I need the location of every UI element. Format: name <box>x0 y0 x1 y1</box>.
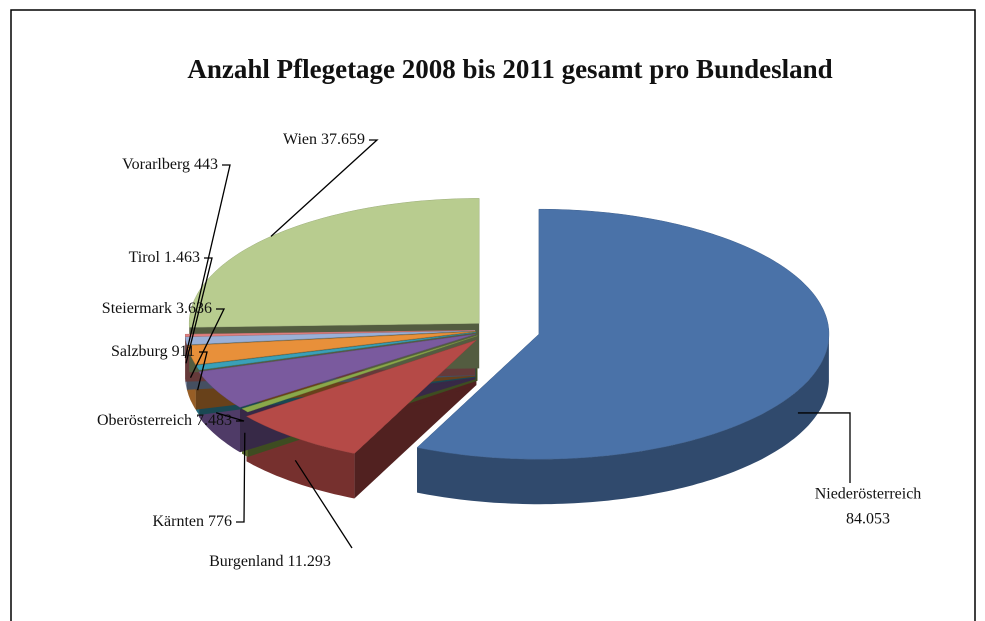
data-label-name: Tirol <box>129 249 161 266</box>
data-label: Wien 37.659 <box>283 131 365 148</box>
data-label: Burgenland 11.293 <box>209 553 331 570</box>
data-label-value: 7.483 <box>196 412 232 429</box>
data-label-value: 84.053 <box>846 511 890 528</box>
leader-line <box>797 412 851 483</box>
leader-line <box>236 432 246 523</box>
leader-line <box>189 308 226 378</box>
data-label-value: 911 <box>172 343 195 360</box>
leader-line <box>294 459 353 549</box>
data-label: Kärnten 776 <box>152 513 232 530</box>
leader-line <box>270 139 379 237</box>
slice <box>245 339 477 454</box>
slice <box>184 330 476 337</box>
data-label: Tirol 1.463 <box>129 249 200 266</box>
leader-line <box>196 351 208 391</box>
data-label: Steiermark 3.636 <box>102 300 212 317</box>
leader-line <box>215 412 245 422</box>
data-label-name: Salzburg <box>111 343 168 360</box>
data-label-name: Wien <box>283 131 317 148</box>
data-label: Oberösterreich 7.483 <box>97 412 232 429</box>
data-label-value: 3.636 <box>176 300 212 317</box>
slice <box>185 330 476 345</box>
slice-wall <box>417 334 829 505</box>
slice <box>195 332 476 371</box>
data-label-name: Vorarlberg <box>122 156 190 173</box>
data-label-value: 776 <box>208 513 232 530</box>
frame <box>10 9 976 621</box>
slice <box>416 208 830 460</box>
data-label-name: Kärnten <box>152 513 204 530</box>
data-label: Salzburg 911 <box>111 343 195 360</box>
data-label-name: Steiermark <box>102 300 172 317</box>
data-label-name: Oberösterreich <box>97 412 192 429</box>
data-label-value: 443 <box>194 156 218 173</box>
data-label-value: 1.463 <box>164 249 200 266</box>
leader-line <box>184 164 231 359</box>
chart-title: Anzahl Pflegetage 2008 bis 2011 gesamt p… <box>187 54 832 84</box>
data-label-name: Burgenland <box>209 553 283 570</box>
data-label-name: Niederösterreich <box>815 486 922 503</box>
leader-line <box>185 257 213 364</box>
data-label-value: 37.659 <box>321 131 365 148</box>
data-label-value: 11.293 <box>287 553 330 570</box>
slice <box>241 335 478 413</box>
data-label: Vorarlberg 443 <box>122 156 218 173</box>
slice <box>198 333 476 408</box>
